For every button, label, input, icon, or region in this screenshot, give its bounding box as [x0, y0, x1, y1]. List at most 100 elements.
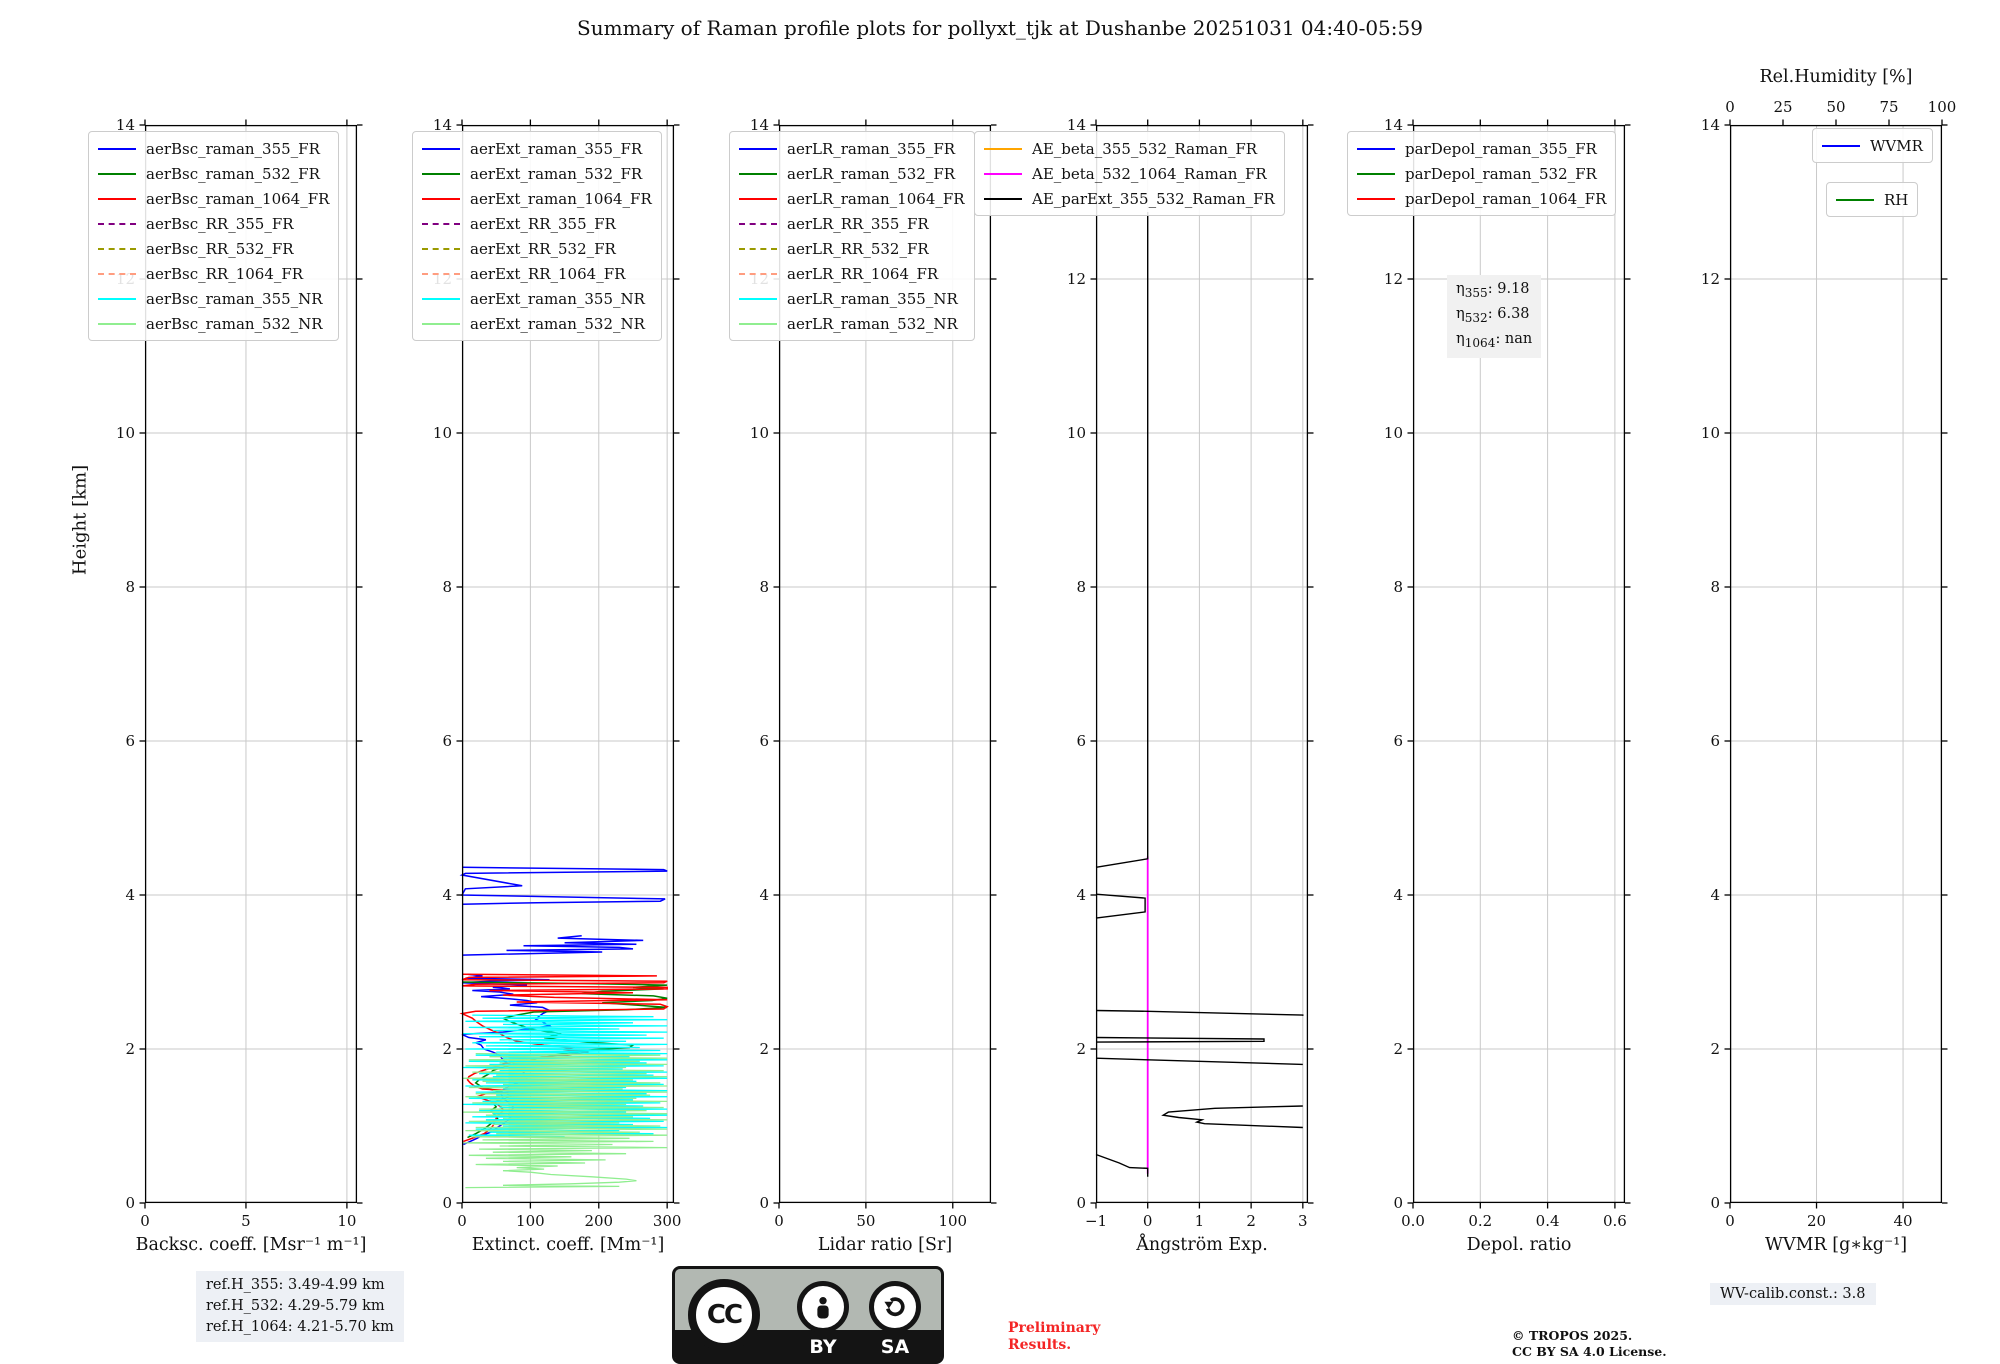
x-tick-label: 0.6	[1602, 1212, 1627, 1230]
legend-line-swatch	[739, 197, 777, 200]
legend-entry: AE_beta_355_532_Raman_FR	[984, 136, 1275, 161]
y-tick-label: 12	[1383, 270, 1403, 288]
x-tick-label: 100	[938, 1212, 968, 1230]
panel-angstrom: Ångström Exp. −1 0 1 2 3 0 2 4 6 8 10 12 14 AE_beta_3…	[974, 116, 1314, 1255]
legend-entry: aerBsc_raman_532_NR	[98, 311, 329, 336]
y-tick-label: 8	[125, 578, 135, 596]
ref-height-1064: ref.H_1064: 4.21-5.70 km	[206, 1319, 394, 1335]
legend-line-swatch	[422, 322, 460, 325]
panel-backscatter: Backsc. coeff. [Msr⁻¹ m⁻¹] 0510024681012…	[88, 116, 366, 1255]
copyright-note: © TROPOS 2025. CC BY SA 4.0 License.	[1512, 1328, 1667, 1359]
legend-label: aerLR_raman_355_FR	[787, 139, 956, 158]
x-tick-label: 40	[1893, 1212, 1913, 1230]
plot-area-angstrom	[1090, 119, 1314, 1209]
legend-label: aerLR_RR_355_FR	[787, 214, 929, 233]
legend-line-swatch	[1357, 172, 1395, 175]
x-axis-label-backscatter: Backsc. coeff. [Msr⁻¹ m⁻¹]	[135, 1235, 367, 1255]
legend-label: aerExt_RR_1064_FR	[470, 264, 626, 283]
x-tick-label: 1	[1194, 1212, 1205, 1230]
legend-label: aerExt_raman_1064_FR	[470, 189, 652, 208]
legend-entry: aerBsc_raman_532_FR	[98, 161, 329, 186]
legend-line-swatch	[422, 197, 460, 200]
legend-line-swatch	[98, 247, 136, 250]
y-tick-label: 14	[1383, 116, 1403, 134]
series-AE_parExt_355_532_Raman_FR	[1095, 1057, 1303, 1066]
y-tick-label: 10	[1383, 424, 1403, 442]
legend-label: aerExt_raman_355_NR	[470, 289, 645, 308]
panel-wvmr: WVMR [g∗kg⁻¹] Rel.Humidity [%] 0 25 50 75 10…	[1701, 67, 1956, 1255]
panel-extinction: Extinct. coeff. [Mm⁻¹] 0 100 200 300 0 2 4 6 8 10…	[412, 116, 681, 1255]
series-AE_parExt_355_532_Raman_FR	[1095, 212, 1149, 868]
series-AE_parExt_355_532_Raman_FR	[1095, 1153, 1149, 1177]
legend-entry: RH	[1836, 187, 1908, 212]
x-tick-label: 0	[1725, 1212, 1735, 1230]
legend-label: aerBsc_raman_355_NR	[146, 289, 323, 308]
legend-label: aerLR_raman_532_NR	[787, 314, 958, 333]
legend-label: parDepol_raman_355_FR	[1405, 139, 1597, 158]
legend-entry: AE_parExt_355_532_Raman_FR	[984, 186, 1275, 211]
legend-label: aerExt_raman_532_FR	[470, 164, 643, 183]
y-tick-label: 0	[442, 1194, 452, 1212]
y-tick-label: 14	[1066, 116, 1086, 134]
y-tick-label: 10	[749, 424, 769, 442]
series-AE_parExt_355_532_Raman_FR	[1161, 1105, 1303, 1129]
legend-label: WVMR	[1870, 136, 1923, 155]
legend-wvmr: WVMR	[1812, 128, 1933, 163]
preliminary-results-note: Preliminary Results.	[1008, 1320, 1101, 1353]
legend-label: aerExt_raman_355_FR	[470, 139, 643, 158]
legend-angstrom: AE_beta_355_532_Raman_FR AE_beta_532_1064…	[974, 131, 1285, 216]
legend-line-swatch	[984, 172, 1022, 175]
eta-355-value: η355: 9.18	[1456, 281, 1530, 300]
series-AE_parExt_355_532_Raman_FR	[1095, 1036, 1265, 1043]
legend-label: AE_beta_355_532_Raman_FR	[1032, 139, 1258, 158]
series-aerExt_raman_355_FR	[461, 935, 644, 956]
x-tick-label: 0.2	[1468, 1212, 1493, 1230]
legend-label: aerBsc_RR_355_FR	[146, 214, 294, 233]
legend-label: aerExt_RR_355_FR	[470, 214, 616, 233]
ref-height-355: ref.H_355: 3.49-4.99 km	[206, 1277, 385, 1293]
x-axis-label-depol: Depol. ratio	[1466, 1235, 1572, 1255]
legend-line-swatch	[98, 172, 136, 175]
legend-wvmr-rh: RH	[1826, 182, 1919, 217]
legend-label: parDepol_raman_532_FR	[1405, 164, 1597, 183]
x-tick-label: 0	[140, 1212, 150, 1230]
y-tick-label: 0	[1710, 1194, 1720, 1212]
y-tick-label: 4	[442, 886, 452, 904]
eta-1064-value: η1064: nan	[1456, 330, 1533, 350]
legend-label: aerExt_raman_532_NR	[470, 314, 645, 333]
legend-label: aerLR_raman_532_FR	[787, 164, 956, 183]
legend-entry: aerLR_RR_1064_FR	[739, 261, 965, 286]
y-tick-label: 14	[432, 116, 452, 134]
legend-lidar: aerLR_raman_355_FR aerLR_raman_532_FR aerL…	[729, 131, 975, 341]
wv-calibration-note: WV-calib.const.: 3.8	[1710, 1283, 1876, 1305]
legend-entry: aerExt_raman_532_NR	[422, 311, 652, 336]
y-tick-label: 8	[1076, 578, 1086, 596]
y-tick-label: 14	[115, 116, 135, 134]
legend-label: aerLR_RR_532_FR	[787, 239, 929, 258]
legend-label: parDepol_raman_1064_FR	[1405, 189, 1607, 208]
legend-line-swatch	[739, 147, 777, 150]
legend-label: aerBsc_raman_1064_FR	[146, 189, 330, 208]
legend-label: AE_parExt_355_532_Raman_FR	[1032, 189, 1275, 208]
top-tick-label: 75	[1879, 98, 1899, 116]
top-tick-label: 100	[1927, 98, 1957, 116]
y-tick-label: 2	[1393, 1040, 1403, 1058]
x-axis-label-lidar: Lidar ratio [Sr]	[817, 1235, 953, 1255]
eta-532-value: η532: 6.38	[1456, 305, 1530, 325]
y-tick-label: 2	[1710, 1040, 1720, 1058]
y-tick-label: 4	[125, 886, 135, 904]
cc-license-badge: CC BY SA	[672, 1266, 944, 1364]
legend-line-swatch	[422, 247, 460, 250]
y-tick-label: 2	[125, 1040, 135, 1058]
legend-entry: aerLR_RR_355_FR	[739, 211, 965, 236]
x-tick-label: 10	[337, 1212, 357, 1230]
plot-area-backscatter	[139, 119, 363, 1209]
x-tick-label: 2	[1246, 1212, 1256, 1230]
y-tick-label: 6	[1710, 732, 1720, 750]
attribution-person-icon	[797, 1281, 849, 1333]
legend-line-swatch	[422, 147, 460, 150]
legend-label: aerBsc_RR_532_FR	[146, 239, 294, 258]
legend-line-swatch	[739, 172, 777, 175]
legend-line-swatch	[1836, 198, 1874, 201]
